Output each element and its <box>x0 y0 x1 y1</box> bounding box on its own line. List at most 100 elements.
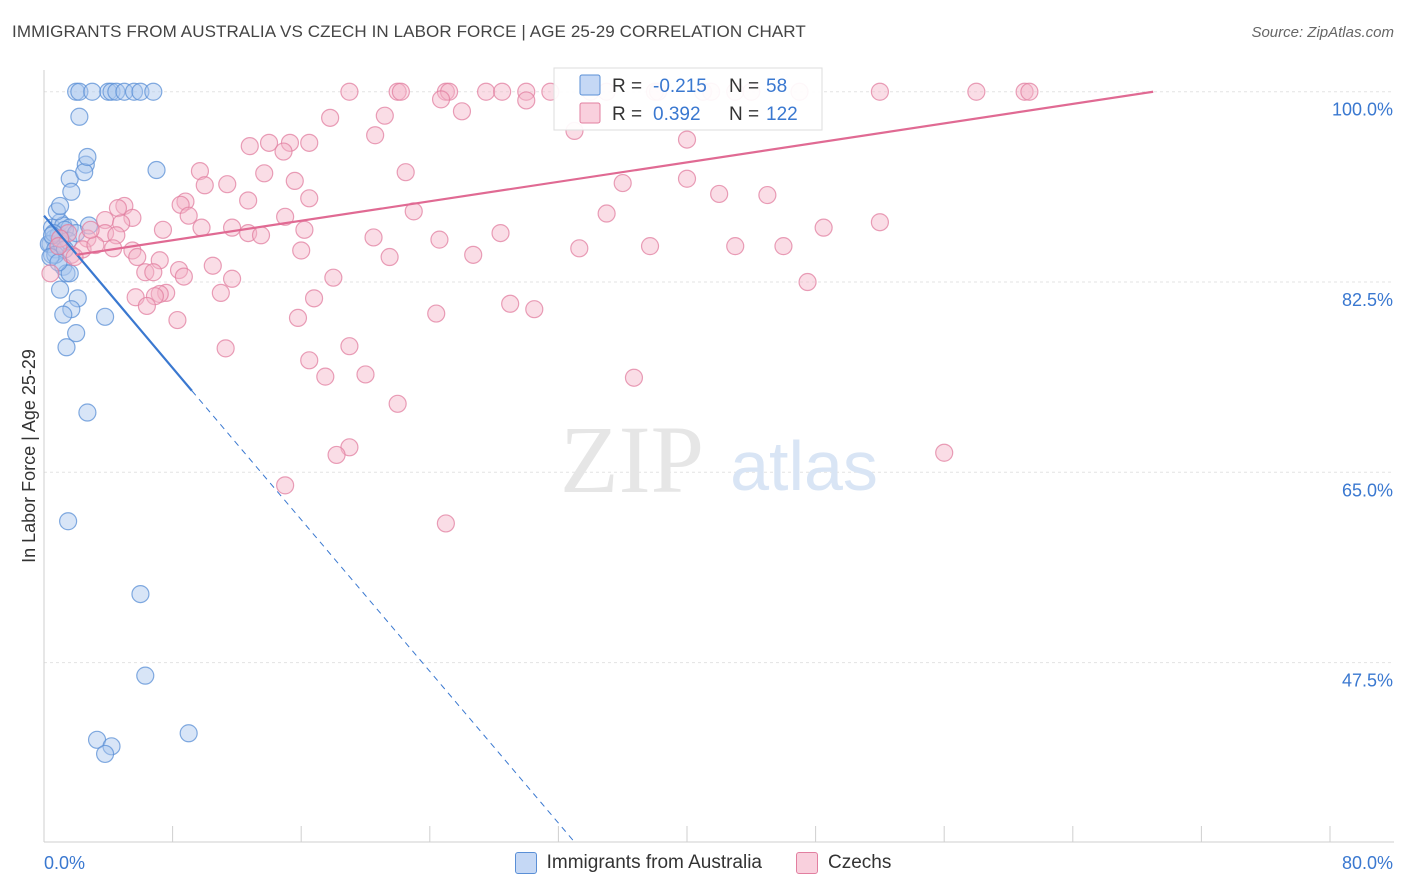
watermark-zip: ZIP <box>560 406 704 513</box>
stats-r-label-0: R = <box>612 76 642 97</box>
point-blue-6 <box>115 82 134 101</box>
point-pink-23 <box>677 130 697 149</box>
legend-item-czechs[interactable]: Czechs <box>796 852 891 874</box>
point-pink-46 <box>710 184 729 204</box>
point-blue-31 <box>75 163 94 182</box>
point-pink-102 <box>427 304 446 323</box>
point-pink-26 <box>431 90 451 109</box>
trend-line-pink <box>75 90 1154 256</box>
point-pink-39 <box>239 191 258 210</box>
y-tick-label-0: 47.5% <box>1342 671 1393 691</box>
stats-n-label-1: N = <box>729 104 759 125</box>
point-blue-27 <box>50 196 70 216</box>
point-pink-35 <box>255 164 274 183</box>
point-pink-54 <box>179 206 198 225</box>
point-pink-109 <box>340 337 359 356</box>
point-pink-69 <box>364 228 383 247</box>
point-pink-72 <box>570 239 589 258</box>
point-pink-57 <box>153 220 173 239</box>
point-blue-8 <box>131 82 150 101</box>
legend-label-czechs: Czechs <box>828 852 892 873</box>
point-blue-43 <box>57 338 76 357</box>
point-pink-110 <box>300 351 319 370</box>
point-blue-9 <box>144 82 163 101</box>
point-pink-82 <box>50 229 70 248</box>
point-blue-32 <box>78 147 97 167</box>
point-pink-90 <box>203 256 222 275</box>
point-pink-40 <box>190 162 210 181</box>
point-pink-48 <box>758 185 777 205</box>
y-axis-label: In Labor Force | Age 25-29 <box>19 349 39 563</box>
point-pink-120 <box>41 264 60 283</box>
point-pink-91 <box>222 269 242 288</box>
point-pink-123 <box>49 237 68 256</box>
point-pink-24 <box>517 91 536 110</box>
trend-line-blue <box>43 214 193 392</box>
point-pink-58 <box>95 223 115 243</box>
point-pink-6 <box>493 82 512 101</box>
point-pink-95 <box>157 283 176 303</box>
point-pink-65 <box>276 207 295 226</box>
point-pink-92 <box>324 268 343 287</box>
watermark-atlas: atlas <box>730 427 878 505</box>
point-pink-25 <box>452 102 472 121</box>
point-pink-68 <box>251 226 271 245</box>
y-tick-label-3: 100.0% <box>1332 100 1393 120</box>
legend: Immigrants from Australia Czechs <box>0 852 1406 874</box>
point-pink-19 <box>967 82 986 101</box>
point-pink-32 <box>240 137 259 156</box>
point-pink-51 <box>123 208 142 227</box>
point-pink-28 <box>375 106 394 125</box>
legend-swatch-blue <box>514 852 537 874</box>
point-pink-45 <box>677 169 697 188</box>
point-pink-29 <box>300 133 319 152</box>
point-pink-89 <box>174 267 193 286</box>
point-pink-119 <box>436 514 455 533</box>
point-pink-30 <box>259 133 279 152</box>
point-pink-76 <box>814 218 833 237</box>
point-pink-42 <box>218 175 237 194</box>
point-blue-50 <box>102 737 121 756</box>
point-blue-10 <box>70 107 89 126</box>
point-pink-116 <box>327 445 346 465</box>
point-pink-63 <box>222 218 242 237</box>
legend-item-australia[interactable]: Immigrants from Australia <box>514 852 763 874</box>
point-pink-56 <box>112 214 131 233</box>
stats-n-value-1: 122 <box>766 104 798 125</box>
stats-swatch-1 <box>579 102 601 124</box>
point-pink-75 <box>774 237 793 256</box>
point-pink-107 <box>288 308 308 328</box>
legend-label-australia: Immigrants from Australia <box>546 852 763 873</box>
point-pink-2 <box>391 82 410 101</box>
point-pink-66 <box>295 220 314 239</box>
point-pink-62 <box>192 218 211 237</box>
stats-r-label-1: R = <box>612 104 642 125</box>
point-pink-112 <box>356 365 375 384</box>
point-blue-40 <box>54 305 73 324</box>
point-pink-0 <box>340 82 359 101</box>
series-pink <box>41 82 1039 533</box>
point-blue-30 <box>76 155 95 174</box>
legend-swatch-pink <box>796 852 819 874</box>
point-blue-1 <box>70 82 89 101</box>
point-blue-38 <box>50 280 70 299</box>
point-pink-37 <box>285 171 304 191</box>
x-tick-label-1: 80.0% <box>1342 853 1393 873</box>
point-pink-74 <box>726 237 745 256</box>
stats-r-value-1: 0.392 <box>653 104 701 125</box>
point-pink-34 <box>366 126 385 145</box>
point-blue-33 <box>147 160 166 180</box>
point-pink-52 <box>176 192 195 211</box>
point-pink-20 <box>1015 82 1034 101</box>
point-pink-87 <box>144 263 163 282</box>
point-pink-103 <box>501 294 520 313</box>
point-blue-44 <box>78 403 97 422</box>
point-blue-42 <box>95 307 115 326</box>
y-tick-label-1: 65.0% <box>1342 480 1393 500</box>
point-pink-93 <box>380 247 399 267</box>
point-pink-21 <box>1020 82 1039 101</box>
point-pink-36 <box>396 163 415 182</box>
point-pink-100 <box>211 283 230 303</box>
point-pink-41 <box>195 176 214 195</box>
